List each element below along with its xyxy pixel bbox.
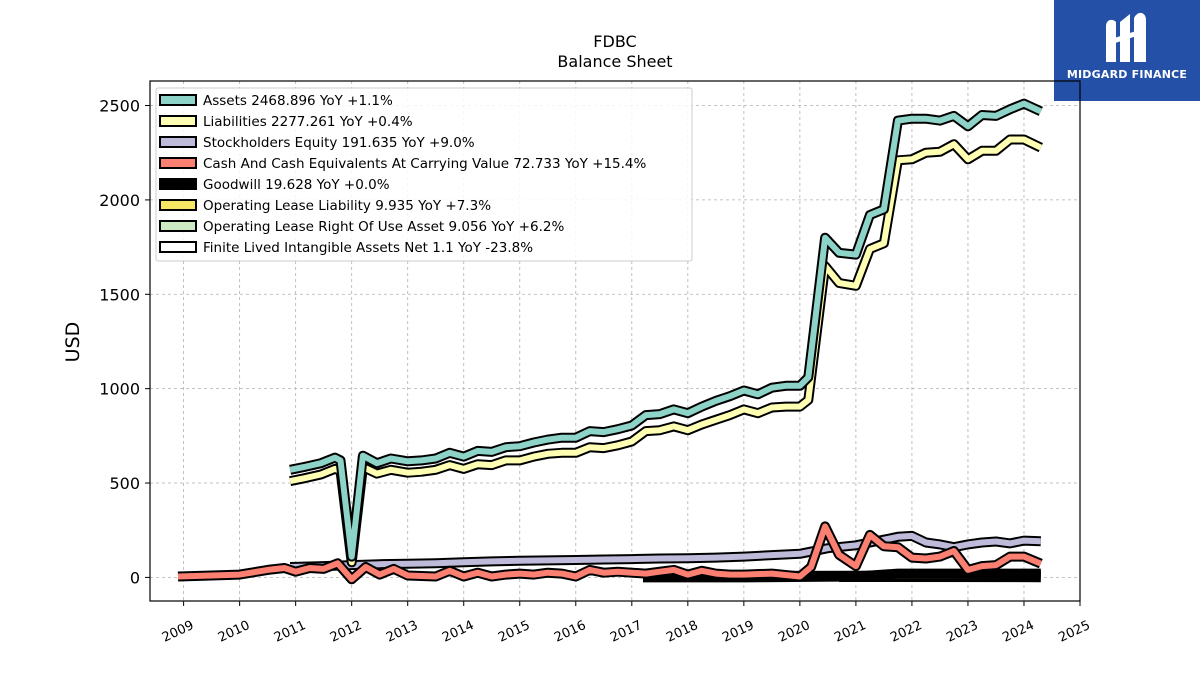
legend-swatch — [159, 115, 197, 127]
legend-entry: Operating Lease Liability 9.935 YoY +7.3… — [203, 198, 491, 214]
y-tick-label: 0 — [130, 568, 140, 587]
legend-swatch — [159, 178, 197, 190]
x-tick-label: 2016 — [552, 618, 588, 646]
x-tick-label: 2019 — [720, 618, 756, 646]
x-tick-label: 2018 — [664, 618, 700, 646]
x-tick-label: 2014 — [440, 618, 476, 646]
legend-swatch — [159, 241, 197, 253]
series-line — [289, 136, 1043, 566]
legend-entry: Goodwill 19.628 YoY +0.0% — [203, 177, 390, 193]
legend-swatch — [159, 157, 197, 169]
legend-entry: Operating Lease Right Of Use Asset 9.056… — [203, 219, 564, 235]
series-liabilities — [289, 134, 1043, 568]
chart-title: FDBC Balance Sheet — [0, 32, 1200, 72]
y-tick-label: 2000 — [99, 191, 140, 210]
legend-box — [155, 87, 693, 262]
x-tick-label: 2024 — [1000, 618, 1036, 646]
chart-title-ticker: FDBC — [593, 32, 637, 51]
x-tick-label: 2020 — [776, 618, 812, 646]
legend-swatch — [159, 220, 197, 232]
series-assets — [289, 98, 1043, 562]
x-tick-label: 2012 — [328, 618, 364, 646]
y-tick-label: 2500 — [99, 97, 140, 116]
x-tick-label: 2021 — [832, 618, 868, 646]
x-tick-label: 2017 — [608, 618, 644, 646]
legend-swatch — [159, 136, 197, 148]
midgard-logo-icon — [1106, 12, 1146, 63]
legend-entry: Finite Lived Intangible Assets Net 1.1 Y… — [203, 240, 533, 256]
chart-title-subtitle: Balance Sheet — [557, 52, 673, 71]
legend-entry: Assets 2468.896 YoY +1.1% — [203, 93, 393, 109]
series-stockholders-equity — [289, 530, 1041, 572]
legend-entry: Cash And Cash Equivalents At Carrying Va… — [203, 156, 647, 172]
y-tick-label: 1500 — [99, 285, 140, 304]
series-line — [177, 523, 1042, 583]
legend-swatch — [159, 94, 197, 106]
series-line — [289, 100, 1043, 560]
plot-frame — [149, 80, 1081, 602]
x-tick-label: 2023 — [944, 618, 980, 646]
y-tick-label: 1000 — [99, 380, 140, 399]
legend-entry: Stockholders Equity 191.635 YoY +9.0% — [203, 135, 475, 151]
series-cash-and-cash-equivalents-at-carrying-value — [177, 521, 1043, 585]
logo-text: MIDGARD FINANCE — [1066, 68, 1188, 81]
x-tick-label: 2010 — [216, 618, 252, 646]
x-tick-label: 2025 — [1056, 618, 1092, 646]
midgard-finance-logo: MIDGARD FINANCE — [1054, 0, 1200, 101]
x-tick-label: 2015 — [496, 618, 532, 646]
x-tick-label: 2011 — [272, 618, 308, 646]
legend-entry: Liabilities 2277.261 YoY +0.4% — [203, 114, 413, 130]
series-line — [290, 532, 1041, 570]
series-layer — [177, 98, 1043, 585]
x-tick-label: 2009 — [160, 618, 196, 646]
y-axis-label: USD — [62, 322, 84, 363]
y-tick-label: 500 — [109, 474, 140, 493]
x-tick-label: 2022 — [888, 618, 924, 646]
x-tick-label: 2013 — [384, 618, 420, 646]
legend-swatch — [159, 199, 197, 211]
legend: Assets 2468.896 YoY +1.1% Liabilities 227… — [155, 87, 693, 262]
